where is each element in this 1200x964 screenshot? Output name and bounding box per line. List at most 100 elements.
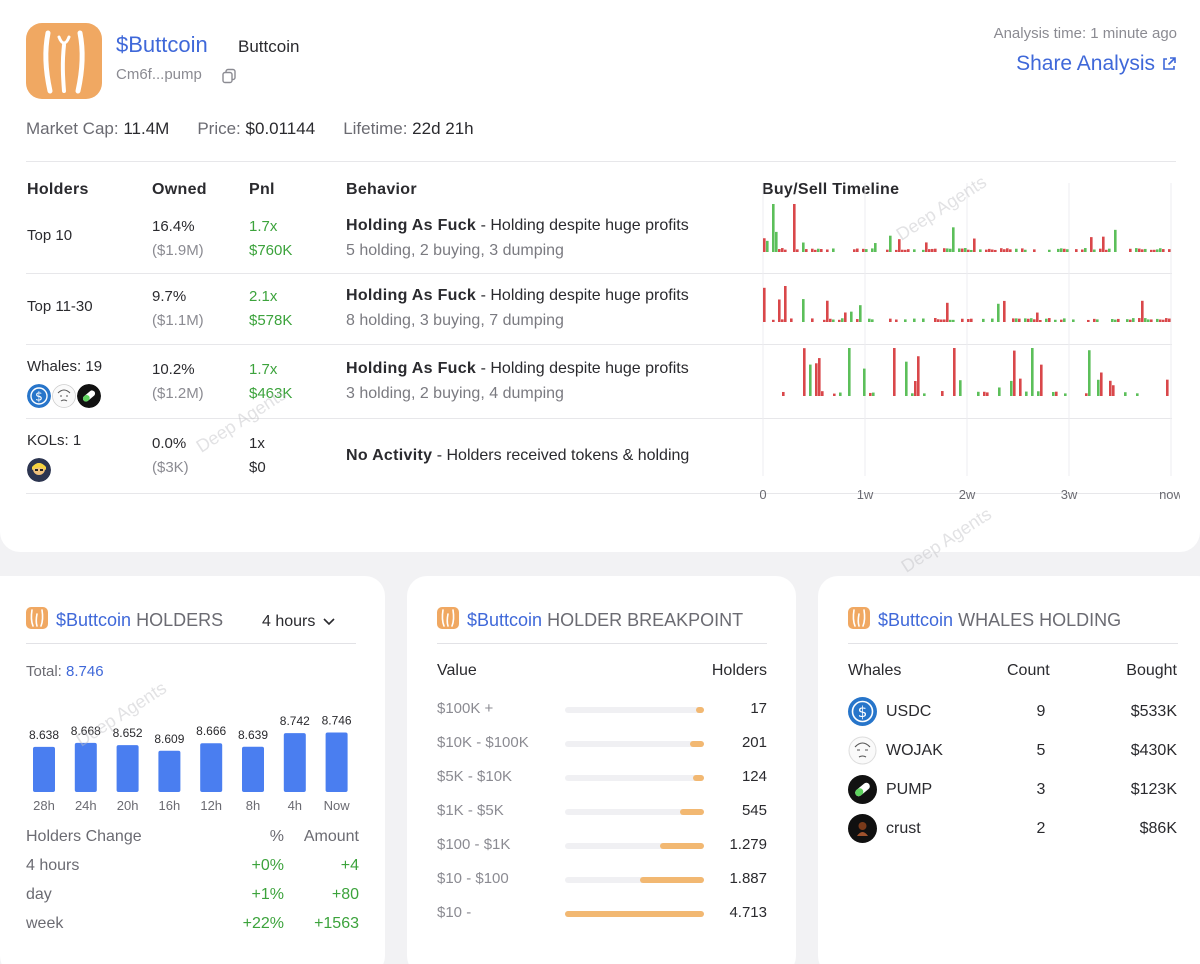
holders-bar-label: 12h [200,798,222,813]
holders-bar[interactable] [116,745,139,792]
breakpoint-range: $100 - $1K [437,836,511,853]
whales-holding-card: $Buttcoin WHALES HOLDING Whales Count Bo… [818,576,1200,964]
holders-card: $Buttcoin HOLDERS 4 hours Total: 8.746 8… [0,576,385,964]
timeline-buy-bar [872,392,875,396]
timeline-sell-bar [1000,248,1003,252]
timeline-sell-bar [1048,318,1051,322]
timeline-buy-bar [1063,318,1066,322]
holders-bar-label: 20h [117,798,139,813]
share-analysis-label: Share Analysis [1016,52,1155,75]
timeline-sell-bar [1040,364,1043,396]
timeline-buy-bar [850,311,853,322]
share-analysis-link[interactable]: Share Analysis [1016,52,1177,76]
breakpoint-holders: 201 [741,734,767,751]
whale-row-crust[interactable]: crust 2 $86K [848,814,1177,844]
usdc-avatar-icon[interactable]: $ [27,384,51,408]
timeline-buy-bar [841,318,844,322]
divider [848,643,1178,644]
breakpoint-holders: 545 [741,802,767,819]
timeline-sell-bar [901,249,904,252]
timeline-buy-bar [1126,319,1129,322]
kol-avatar-icon[interactable] [27,458,51,482]
timeline-sell-bar [1055,391,1058,396]
holders-change-row: day +1% +80 [26,886,359,903]
value-header: Value [437,662,477,679]
timeline-buy-bar [1084,248,1087,252]
timeline-buy-bar [959,380,962,396]
holder-group-kols: KOLs: 1 [27,432,82,449]
timeline-buy-bar [889,235,892,252]
timeline-buy-bar [1045,318,1048,322]
holders-bar-value: 8.638 [29,728,59,742]
breakpoint-bar-fill [693,775,704,781]
timeline-sell-bar [1085,393,1088,396]
analysis-time: Analysis time: 1 minute ago [993,25,1177,42]
whale-row-pump[interactable]: PUMP 3 $123K [848,775,1177,805]
timeline-sell-bar [856,248,859,252]
holders-header: Holders [711,662,767,679]
breakpoint-bar-fill [690,741,704,747]
timeline-sell-bar [1166,379,1169,396]
holders-bar[interactable] [33,746,55,792]
holders-bar-value: 8.666 [196,724,226,738]
timeline-buy-bar [775,231,778,252]
timeframe-dropdown[interactable]: 4 hours [262,613,335,631]
copy-icon[interactable] [221,68,237,84]
holder-group-top10: Top 10 [27,227,73,244]
holders-bar[interactable] [283,733,306,792]
holder-group-whales: Whales: 19 [27,358,103,375]
whale-row-wojak[interactable]: WOJAK 5 $430K [848,736,1177,766]
breakpoint-range: $10 - $100 [437,870,509,887]
timeline-sell-bar [967,249,970,252]
breakpoint-holders: 1.887 [729,870,767,887]
breakpoint-bar-track [565,911,704,917]
row-divider [26,493,1172,494]
timeline-sell-bar [994,249,997,252]
timeline-buy-bar [997,303,1000,322]
timeline-buy-bar [1054,319,1057,322]
breakpoint-bar-fill [696,707,704,713]
timeline-sell-bar [1162,319,1165,322]
timeline-sell-bar [988,248,991,252]
breakpoint-bar-track [565,741,704,747]
whale-row-usdc[interactable]: $ USDC 9 $533K [848,697,1177,727]
timeline-sell-bar [1129,319,1132,322]
timeline-sell-bar [895,249,898,252]
wojak-avatar-icon[interactable] [52,384,76,408]
timeline-sell-bar [1129,248,1132,252]
divider [26,161,1176,162]
col-header-holders: Holders [27,181,89,198]
timeline-sell-bar [856,319,859,322]
timeline-buy-bar [871,248,874,252]
holders-bar-chart: 8.638 28h 8.668 24h 8.652 20h 8.609 16h 8.666 12h… [29,714,352,813]
timeline-sell-bar [823,319,826,322]
timeline-buy-bar [1114,229,1117,252]
breakpoint-holders: 124 [741,768,767,785]
timeline-buy-bar [863,368,866,396]
timeframe-value: 4 hours [262,613,316,630]
timeline-buy-bar [979,249,982,252]
timeline-axis-label: 0 [760,487,767,502]
timeline-buy-bar [1024,249,1027,252]
timeline-buy-bar [913,249,916,252]
holders-bar[interactable] [242,746,264,792]
timeline-sell-bar [907,249,910,252]
holders-change-header: Holders Change % Amount [26,828,359,845]
holders-bar[interactable] [74,742,97,792]
owned-usd: ($1.9M) [152,242,204,259]
holders-bar-value: 8.746 [322,714,352,728]
timeline-sell-bar [925,242,928,252]
timeline-sell-bar [811,248,814,252]
holders-bar[interactable] [200,743,223,792]
timeline-sell-bar [833,393,836,396]
timeline-buy-bar [977,391,980,396]
timeline-sell-bar [970,318,973,322]
timeline-buy-bar [964,248,967,252]
timeline-sell-bar [826,249,829,252]
col-header-behavior: Behavior [346,181,417,198]
behavior-breakdown: 5 holding, 2 buying, 3 dumping [346,242,564,259]
pump-avatar-icon[interactable] [77,384,101,408]
holders-bar[interactable] [158,750,181,792]
holders-bar[interactable] [325,732,348,792]
breakpoint-row: $5K - $10K 124 [437,768,767,788]
